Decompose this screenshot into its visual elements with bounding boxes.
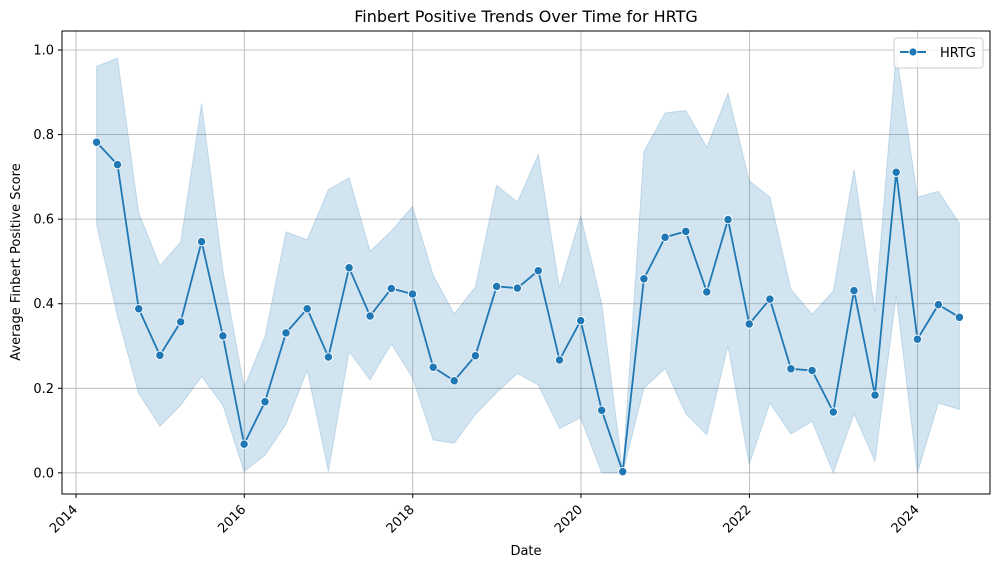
- data-point: [933, 299, 944, 310]
- data-point: [702, 287, 712, 297]
- data-point: [302, 304, 312, 314]
- legend: HRTG: [893, 37, 984, 69]
- chart-title: Finbert Positive Trends Over Time for HR…: [354, 7, 698, 26]
- data-point: [554, 355, 565, 365]
- data-point: [660, 232, 670, 242]
- data-point: [134, 304, 144, 314]
- data-point: [912, 334, 923, 344]
- data-point: [281, 328, 291, 338]
- data-point: [449, 376, 459, 386]
- confidence-band: [96, 52, 960, 475]
- data-point: [365, 311, 375, 321]
- data-point: [323, 352, 334, 362]
- data-point: [196, 236, 207, 247]
- data-point: [344, 263, 354, 273]
- data-point: [176, 317, 186, 327]
- series-line: [95, 141, 960, 473]
- data-point: [512, 283, 523, 293]
- data-point: [849, 285, 859, 296]
- data-point: [407, 289, 418, 299]
- y-tick-label: 0.2: [33, 382, 54, 397]
- data-point: [744, 319, 754, 329]
- data-point: [155, 350, 165, 360]
- y-tick-label: 0.4: [33, 297, 54, 312]
- data-point: [891, 167, 901, 177]
- data-point: [428, 362, 438, 372]
- data-point: [260, 397, 270, 407]
- legend-marker-swatch: [908, 47, 918, 57]
- y-tick-label: 0.0: [33, 466, 54, 481]
- data-point: [576, 315, 586, 326]
- y-tick-label: 0.6: [33, 213, 54, 228]
- confidence-band-layer: [96, 52, 960, 475]
- data-point: [723, 214, 733, 225]
- legend-box: [893, 37, 984, 69]
- data-point: [954, 312, 965, 322]
- data-point-layer: [91, 137, 965, 477]
- data-point: [828, 407, 838, 417]
- data-point: [91, 137, 102, 147]
- data-point: [470, 351, 481, 361]
- data-point: [386, 283, 396, 294]
- legend-label-hrtg: HRTG: [940, 46, 976, 61]
- x-axis-label: Date: [510, 544, 541, 559]
- y-tick-label: 0.8: [33, 128, 54, 143]
- data-point: [765, 294, 775, 304]
- data-point: [533, 266, 543, 276]
- data-point: [681, 226, 691, 237]
- data-point: [786, 364, 796, 374]
- grid-layer: [62, 31, 990, 494]
- data-point: [597, 405, 607, 415]
- data-point: [807, 365, 817, 376]
- y-axis-label: Average Finbert Positive Score: [9, 163, 24, 360]
- series-line-layer: [95, 141, 960, 473]
- plot-frame: [61, 30, 991, 495]
- data-point: [639, 274, 649, 284]
- y-tick-label: 1.0: [33, 44, 54, 59]
- data-point: [112, 159, 123, 170]
- data-point: [239, 439, 249, 449]
- data-point: [218, 331, 228, 341]
- data-point: [618, 466, 628, 477]
- data-point: [491, 281, 502, 292]
- data-point: [870, 390, 880, 400]
